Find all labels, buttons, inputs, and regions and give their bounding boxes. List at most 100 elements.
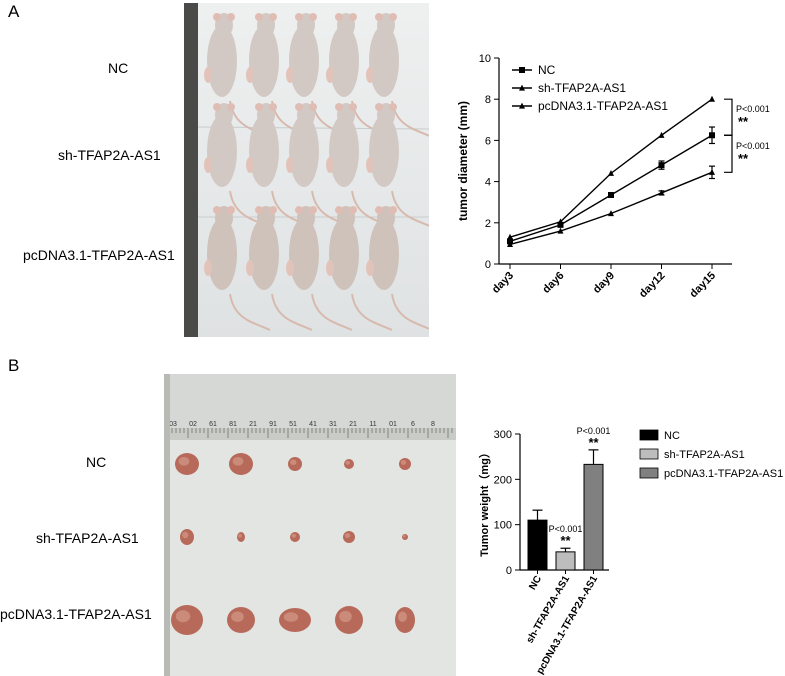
- mouse-body: [369, 115, 399, 187]
- mouse-ear: [309, 206, 317, 214]
- mouse-14: [366, 206, 429, 330]
- legend-label: NC: [664, 430, 680, 442]
- mouse-ear: [227, 103, 235, 111]
- ruler-number: 21: [349, 421, 357, 428]
- line-chart-legend: NC sh-TFAP2A-AS1 pcDNA3.1-TFAP2A-AS1: [512, 63, 668, 113]
- row-label-b-sh: sh-TFAP2A-AS1: [36, 530, 139, 546]
- tumor-1-1: [237, 532, 245, 542]
- mouse-paw: [286, 260, 294, 276]
- significance-stars: **: [738, 114, 749, 129]
- mouse-paw: [246, 67, 254, 83]
- mouse-body: [369, 218, 399, 290]
- tumor-highlight: [232, 456, 244, 466]
- tumor-highlight: [344, 533, 351, 538]
- ruler-number: 61: [209, 421, 217, 428]
- tumor-0-3: [344, 459, 354, 469]
- data-point: [557, 221, 564, 228]
- ruler-number: 8: [431, 421, 435, 428]
- y-tick-label: 0: [506, 565, 512, 577]
- tumor-highlight: [231, 611, 244, 622]
- mouse-ear: [269, 206, 277, 214]
- mouse-body: [329, 25, 359, 97]
- mouse-0: [204, 13, 271, 138]
- mouse-body: [369, 25, 399, 97]
- significance-bracket: [724, 134, 733, 173]
- mouse-ear: [335, 206, 343, 214]
- tumor-2-1: [227, 607, 255, 633]
- mouse-paw: [204, 260, 212, 276]
- tumor-highlight: [291, 533, 296, 538]
- legend-marker: [519, 67, 525, 73]
- tumor-highlight: [400, 460, 407, 465]
- mouse-paw: [246, 260, 254, 276]
- mouse-paw: [326, 157, 334, 173]
- x-tick-label: day15: [688, 270, 719, 301]
- mouse-ear: [213, 206, 221, 214]
- tumor-1-0: [180, 529, 194, 545]
- ruler-number: 6: [411, 421, 415, 428]
- y-axis-label: tumor diameter (mm): [456, 101, 470, 221]
- tumor-highlight: [175, 610, 191, 623]
- y-axis-label: Tumor weight（mg）: [478, 447, 491, 557]
- ruler-number: 51: [289, 421, 297, 428]
- data-point: [557, 227, 564, 234]
- x-tick-label: NC: [527, 574, 544, 592]
- ruler-number: 11: [369, 421, 376, 428]
- mouse-ear: [295, 13, 303, 21]
- series-line-1: [509, 171, 713, 246]
- significance-stars: **: [738, 151, 749, 166]
- mouse-ear: [389, 206, 397, 214]
- row-label-nc: NC: [108, 60, 129, 76]
- line-chart: 0 2 4 6 8 10 day3 day6 day9 day12 day15 tumor diame…: [456, 53, 770, 301]
- mouse-paw: [204, 67, 212, 83]
- mouse-ear: [375, 103, 383, 111]
- mouse-paw: [366, 67, 374, 83]
- bar: [583, 463, 604, 571]
- y-tick-label: 6: [485, 135, 491, 147]
- mouse-tail: [391, 190, 429, 227]
- bar-chart-annotations: P<0.001**P<0.001**: [549, 426, 611, 548]
- mice-photo: [184, 3, 429, 337]
- x-tick-label: day3: [490, 270, 516, 296]
- mouse-paw: [366, 260, 374, 276]
- legend-label: sh-TFAP2A-AS1: [664, 449, 745, 461]
- mouse-body: [329, 115, 359, 187]
- mouse-paw: [286, 67, 294, 83]
- line-chart-marks: [507, 95, 715, 247]
- tumor-2-0: [171, 605, 203, 635]
- data-point: [608, 210, 614, 217]
- mouse-ear: [309, 13, 317, 21]
- data-point: [709, 168, 715, 175]
- ruler-number: 02: [189, 421, 197, 428]
- mouse-ear: [349, 103, 357, 111]
- tumor-0-2: [288, 457, 302, 471]
- row-label-b-pcdna: pcDNA3.1-TFAP2A-AS1: [0, 606, 152, 622]
- mouse-body: [249, 218, 279, 290]
- legend-label: pcDNA3.1-TFAP2A-AS1: [664, 468, 783, 480]
- mouse-ear: [295, 206, 303, 214]
- mouse-7: [286, 103, 353, 228]
- ruler-number: 41: [309, 421, 317, 428]
- mouse-ear: [213, 103, 221, 111]
- mouse-9: [366, 103, 429, 227]
- legend-label: pcDNA3.1-TFAP2A-AS1: [538, 99, 668, 113]
- mouse-ear: [227, 206, 235, 214]
- mouse-paw: [246, 157, 254, 173]
- legend-swatch: [639, 429, 659, 441]
- data-point: [507, 241, 513, 247]
- mouse-3: [326, 13, 393, 138]
- tumor-1-2: [290, 532, 300, 542]
- tumor-2-4: [395, 607, 415, 633]
- tumor-highlight: [402, 535, 406, 538]
- y-tick-label: 2: [485, 218, 491, 230]
- mouse-10: [204, 206, 271, 331]
- legend-label: NC: [538, 63, 556, 77]
- legend-swatch: [639, 448, 659, 460]
- mice-group: [204, 13, 429, 331]
- tumor-2-2: [279, 608, 311, 632]
- row-label-sh: sh-TFAP2A-AS1: [58, 147, 161, 163]
- tumor-highlight: [182, 531, 189, 539]
- mouse-tail: [271, 293, 313, 331]
- bar-chart-marks: [527, 449, 604, 571]
- y-tick-label: 0: [485, 259, 491, 271]
